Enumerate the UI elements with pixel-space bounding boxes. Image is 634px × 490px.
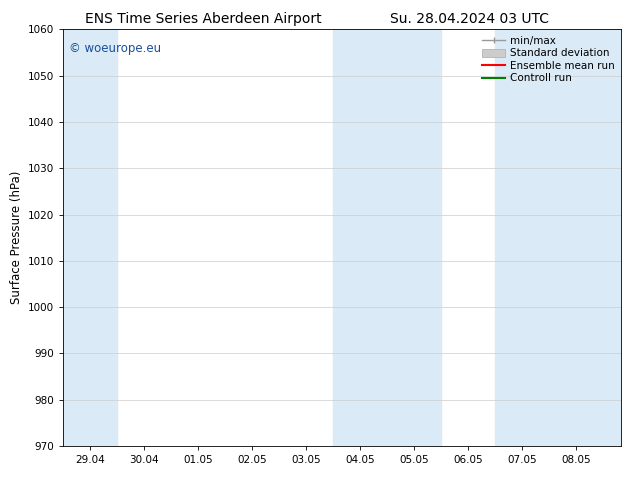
Text: ENS Time Series Aberdeen Airport: ENS Time Series Aberdeen Airport <box>84 12 321 26</box>
Bar <box>333 29 441 446</box>
Text: Su. 28.04.2024 03 UTC: Su. 28.04.2024 03 UTC <box>390 12 548 26</box>
Y-axis label: Surface Pressure (hPa): Surface Pressure (hPa) <box>10 171 23 304</box>
Bar <box>63 29 117 446</box>
Text: © woeurope.eu: © woeurope.eu <box>69 42 161 55</box>
Legend: min/max, Standard deviation, Ensemble mean run, Controll run: min/max, Standard deviation, Ensemble me… <box>479 32 618 87</box>
Bar <box>496 29 621 446</box>
